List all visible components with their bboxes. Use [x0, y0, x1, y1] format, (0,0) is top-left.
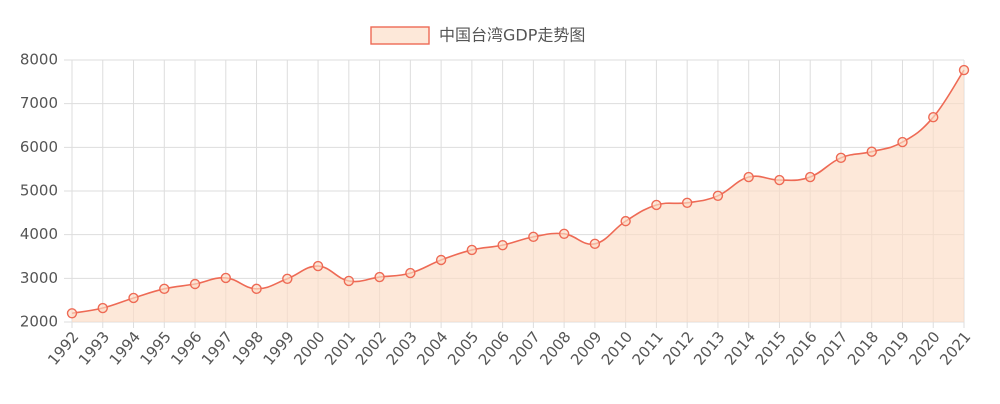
x-tick-label: 2010	[598, 328, 636, 369]
x-tick-label: 2020	[905, 328, 943, 369]
point	[866, 146, 877, 157]
y-tick-label: 8000	[20, 51, 58, 69]
area-fill	[72, 70, 964, 322]
y-tick-label: 6000	[20, 138, 58, 156]
x-tick-label: 1994	[106, 328, 144, 369]
point	[620, 215, 631, 227]
x-tick-label: 1992	[44, 328, 82, 369]
point	[435, 254, 447, 266]
legend-swatch	[370, 26, 430, 45]
y-tick-label: 5000	[20, 182, 58, 200]
point	[928, 112, 939, 123]
point	[97, 302, 108, 314]
point	[312, 260, 324, 272]
x-tick-label: 2017	[813, 328, 851, 369]
y-tick-label: 4000	[20, 225, 58, 243]
x-tick-label: 2014	[721, 328, 759, 369]
point	[220, 272, 231, 284]
point	[159, 283, 170, 295]
point	[343, 275, 355, 287]
x-tick-label: 1996	[167, 328, 205, 369]
x-tick-label: 2019	[875, 328, 913, 369]
y-tick-label: 2000	[20, 313, 58, 331]
point	[528, 231, 539, 243]
point	[958, 64, 970, 76]
x-tick-label: 2008	[536, 328, 574, 369]
x-tick-label: 2006	[475, 328, 513, 369]
point	[466, 244, 478, 256]
point	[558, 228, 570, 239]
x-tick-label: 2003	[383, 328, 421, 369]
x-tick-label: 2004	[413, 328, 451, 369]
point	[374, 271, 385, 283]
x-tick-label: 2007	[506, 328, 544, 369]
point	[589, 238, 601, 250]
x-tick-label: 2013	[690, 328, 728, 369]
x-tick-label: 1993	[75, 328, 113, 369]
x-tick-label: 2016	[782, 328, 820, 369]
x-tick-label: 2018	[844, 328, 882, 369]
point	[497, 239, 508, 251]
point	[712, 190, 724, 202]
x-tick-label: 1995	[136, 328, 174, 369]
point	[897, 136, 908, 148]
y-tick-label: 3000	[20, 269, 58, 287]
x-tick-label: 2021	[936, 328, 974, 369]
x-tick-label: 2012	[659, 328, 697, 369]
point	[251, 283, 262, 295]
x-tick-label: 2011	[629, 328, 667, 369]
x-tick-label: 2015	[752, 328, 790, 369]
x-tick-label: 2001	[321, 328, 359, 369]
point	[66, 308, 78, 319]
x-tick-label: 2009	[567, 328, 605, 369]
legend-label: 中国台湾GDP走势图	[439, 26, 585, 45]
point	[743, 171, 754, 183]
x-tick-label: 1998	[229, 328, 267, 369]
point	[651, 199, 662, 211]
point	[282, 273, 293, 284]
point	[405, 267, 416, 279]
x-tick-label: 1999	[259, 328, 297, 369]
point	[805, 171, 816, 183]
point	[835, 152, 847, 164]
x-tick-label: 2005	[444, 328, 482, 369]
x-tick-label: 2002	[352, 328, 390, 369]
y-tick-label: 7000	[20, 94, 58, 112]
point	[189, 278, 201, 290]
x-tick-label: 1997	[198, 328, 236, 369]
point	[128, 292, 139, 304]
point	[774, 174, 785, 186]
x-tick-label: 2000	[290, 328, 328, 369]
point	[681, 197, 693, 208]
